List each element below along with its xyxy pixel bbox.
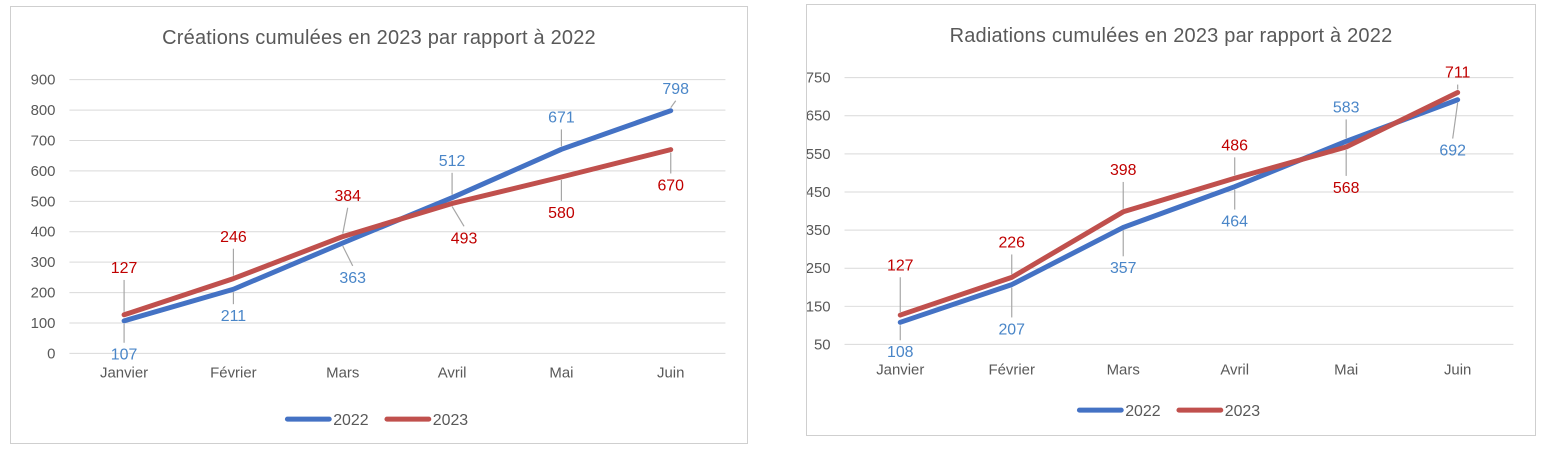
y-axis-tick-label: 450 xyxy=(807,184,831,201)
x-axis-category-label: Mai xyxy=(549,364,573,381)
data-label-2022: 363 xyxy=(339,270,366,287)
data-label-2023: 711 xyxy=(1445,65,1471,82)
radiations-cumulees-chart[interactable]: Radiations cumulées en 2023 par rapport … xyxy=(806,4,1536,436)
data-label-2022: 583 xyxy=(1333,99,1360,116)
series-line-2023 xyxy=(897,90,1461,318)
label-leader-line xyxy=(342,245,354,267)
creations-cumulees-chart[interactable]: Créations cumulées en 2023 par rapport à… xyxy=(10,6,748,444)
data-label-2023: 246 xyxy=(220,229,247,246)
y-axis-tick-label: 550 xyxy=(807,146,831,163)
data-label-2022: 108 xyxy=(887,344,914,361)
x-axis-category-label: Mars xyxy=(326,364,359,381)
legend-label-2022: 2022 xyxy=(333,412,369,429)
y-axis-tick-label: 500 xyxy=(31,193,56,210)
y-axis-tick-label: 200 xyxy=(31,285,56,302)
data-label-2023: 568 xyxy=(1333,180,1360,197)
data-label-2022: 207 xyxy=(998,321,1025,338)
legend-label-2023: 2023 xyxy=(433,412,469,429)
data-label-2022: 798 xyxy=(662,81,689,98)
legend-label-2022: 2022 xyxy=(1125,403,1161,420)
y-axis-tick-label: 0 xyxy=(47,345,55,362)
chart-plot-area: 50 150 250 350 450 550 650 750 Janvier Février Mar… xyxy=(807,65,1514,420)
x-axis-category-label: Janvier xyxy=(876,361,924,378)
data-label-2022: 107 xyxy=(111,347,138,364)
data-label-2023: 127 xyxy=(887,257,914,274)
legend-label-2023: 2023 xyxy=(1225,403,1261,420)
x-axis-category-label: Janvier xyxy=(100,364,148,381)
x-axis-category-label: Mai xyxy=(1334,361,1358,378)
x-axis-category-label: Février xyxy=(210,364,256,381)
data-label-2022: 211 xyxy=(221,308,247,325)
y-axis-tick-label: 600 xyxy=(31,163,56,180)
chart-plot-area: 0 100 200 300 400 500 600 700 800 900 Janvier Févri… xyxy=(31,72,726,429)
y-axis-tick-label: 350 xyxy=(807,222,831,239)
y-axis-tick-label: 800 xyxy=(31,102,56,119)
data-label-2023: 580 xyxy=(548,205,575,222)
label-leader-line xyxy=(670,100,677,109)
data-label-2023: 398 xyxy=(1110,162,1137,179)
y-axis-tick-label: 50 xyxy=(814,336,831,353)
label-leader-line xyxy=(1452,102,1459,139)
y-axis-tick-label: 300 xyxy=(31,254,56,271)
x-axis-category-label: Juin xyxy=(657,364,684,381)
y-axis-tick-label: 400 xyxy=(31,224,56,241)
y-axis-tick-label: 100 xyxy=(31,315,56,332)
data-label-2023: 127 xyxy=(111,260,138,277)
data-label-2023: 486 xyxy=(1221,137,1248,154)
y-axis-tick-label: 750 xyxy=(807,70,831,87)
y-axis-tick-label: 150 xyxy=(807,298,831,315)
label-leader-line xyxy=(342,207,349,234)
data-label-2023: 226 xyxy=(998,234,1025,251)
series-line-2022 xyxy=(897,97,1461,325)
y-axis-tick-label: 250 xyxy=(807,260,831,277)
series-line-2023 xyxy=(121,147,674,318)
data-label-2022: 464 xyxy=(1221,213,1248,230)
data-label-2022: 512 xyxy=(439,153,466,170)
x-axis-category-label: Juin xyxy=(1444,361,1471,378)
label-leader-line xyxy=(451,206,465,227)
data-label-2023: 493 xyxy=(451,230,478,247)
x-axis-category-label: Février xyxy=(989,361,1035,378)
data-label-2022: 692 xyxy=(1439,143,1466,160)
y-axis-tick-label: 700 xyxy=(31,132,56,149)
data-label-2022: 357 xyxy=(1110,260,1137,277)
y-axis-tick-label: 900 xyxy=(31,72,56,89)
data-label-2023: 384 xyxy=(334,188,361,205)
data-label-2023: 670 xyxy=(657,177,684,194)
y-axis-tick-label: 650 xyxy=(807,108,831,125)
x-axis-category-label: Mars xyxy=(1107,361,1140,378)
x-axis-category-label: Avril xyxy=(438,364,467,381)
data-label-2022: 671 xyxy=(548,109,575,126)
x-axis-category-label: Avril xyxy=(1220,361,1249,378)
